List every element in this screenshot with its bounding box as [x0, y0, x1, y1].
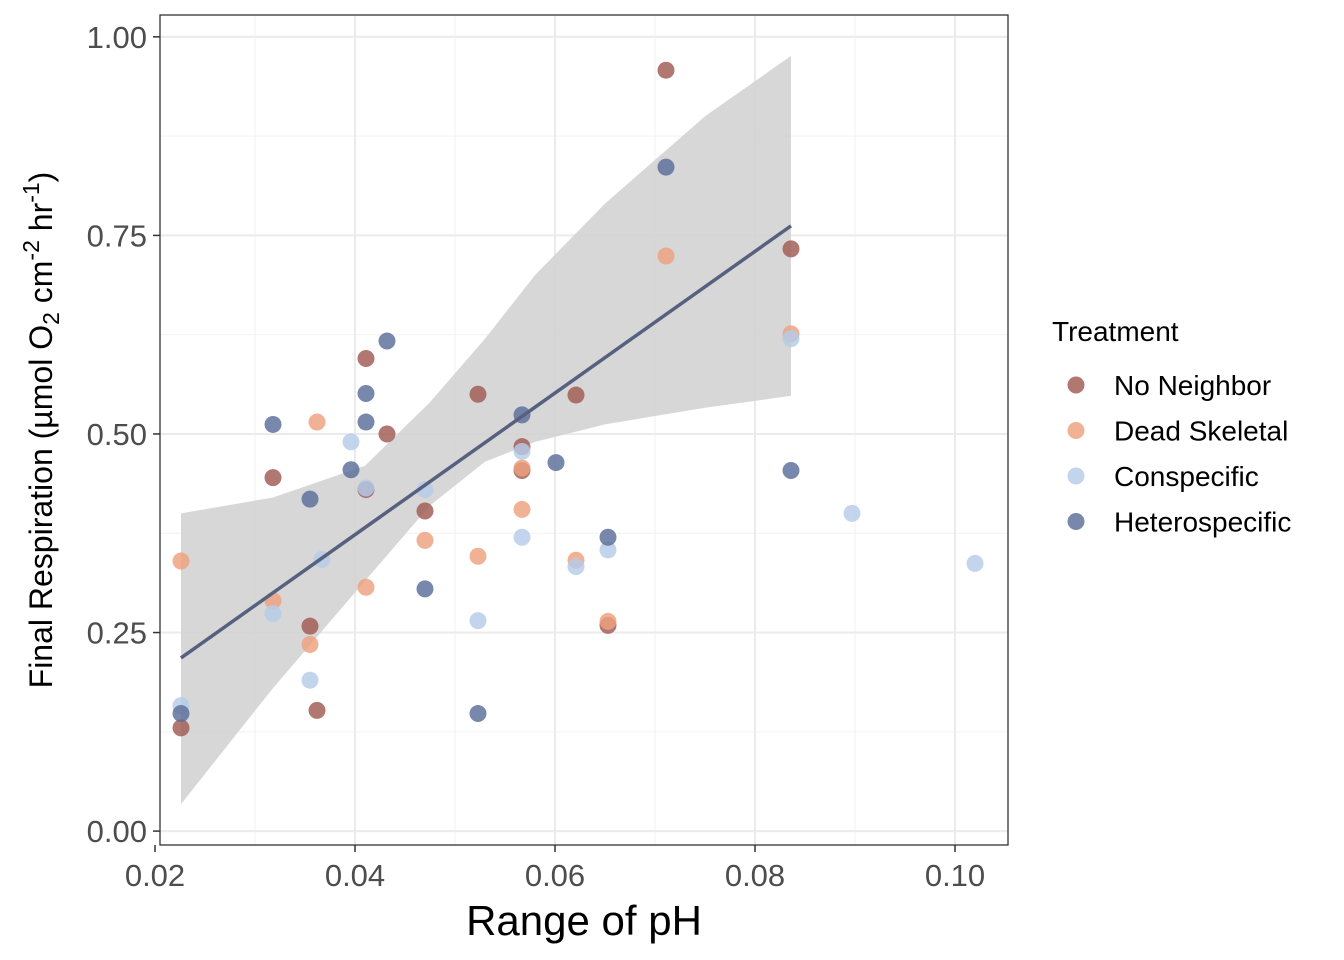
- legend-key-dead-skeletal: [1067, 422, 1085, 439]
- data-point-no-neighbor: [416, 502, 434, 520]
- data-point-heterospecific: [416, 580, 434, 598]
- data-point-heterospecific: [172, 705, 190, 723]
- data-point-dead-skeletal: [513, 500, 531, 518]
- x-axis-title: Range of pH: [466, 897, 702, 944]
- legend-key-conspecific: [1067, 467, 1085, 485]
- data-point-conspecific: [513, 528, 531, 546]
- legend-items: No Neighbor Dead Skeletal Conspecific Heter…: [1067, 370, 1291, 538]
- data-point-dead-skeletal: [416, 531, 434, 549]
- data-point-dead-skeletal: [357, 578, 375, 596]
- y-axis-title-prefix: Final Respiration (µmol O: [23, 325, 59, 688]
- data-point-no-neighbor: [378, 425, 396, 443]
- points-layer: [172, 61, 984, 737]
- data-point-heterospecific: [342, 461, 360, 479]
- data-point-conspecific: [513, 442, 531, 460]
- data-point-conspecific: [966, 554, 984, 572]
- data-point-conspecific: [357, 479, 375, 497]
- data-point-heterospecific: [378, 332, 396, 350]
- confidence-band: [181, 55, 791, 805]
- data-point-heterospecific: [599, 528, 617, 546]
- legend-key-no-neighbor: [1067, 376, 1085, 394]
- data-point-no-neighbor: [782, 240, 800, 258]
- y-tick-label: 0.50: [87, 417, 147, 452]
- y-axis-title-superscript1: -2: [18, 240, 44, 260]
- data-point-conspecific: [342, 433, 360, 451]
- x-tick-label: 0.10: [925, 858, 985, 893]
- data-point-dead-skeletal: [308, 413, 326, 431]
- confidence-band-layer: [181, 55, 791, 805]
- data-point-conspecific: [301, 671, 319, 689]
- data-point-no-neighbor: [357, 350, 375, 368]
- y-axis-title-superscript2: -1: [18, 182, 44, 202]
- data-point-conspecific: [264, 604, 282, 622]
- data-point-dead-skeletal: [657, 247, 675, 265]
- data-point-no-neighbor: [308, 701, 326, 719]
- data-point-no-neighbor: [567, 386, 585, 404]
- data-point-conspecific: [843, 504, 861, 522]
- legend-title: Treatment: [1052, 316, 1179, 347]
- data-point-heterospecific: [357, 384, 375, 402]
- legend-label-conspecific: Conspecific: [1114, 461, 1259, 492]
- x-tick-label: 0.08: [725, 858, 785, 893]
- x-tick-label: 0.04: [325, 858, 385, 893]
- legend-label-dead-skeletal: Dead Skeletal: [1114, 416, 1288, 447]
- data-point-conspecific: [782, 330, 800, 348]
- y-axis-title-suffix: ): [23, 172, 59, 183]
- data-point-no-neighbor: [657, 61, 675, 79]
- legend: Treatment No Neighbor Dead Skeletal Conspe…: [1052, 316, 1291, 538]
- data-point-no-neighbor: [172, 719, 190, 737]
- data-point-dead-skeletal: [513, 459, 531, 477]
- y-axis-ticks: 0.00 0.25 0.50 0.75 1.00: [87, 20, 160, 849]
- data-point-heterospecific: [469, 705, 487, 723]
- data-point-conspecific: [469, 612, 487, 630]
- legend-label-heterospecific: Heterospecific: [1114, 507, 1291, 538]
- y-tick-label: 0.75: [87, 218, 147, 253]
- data-point-dead-skeletal: [469, 547, 487, 565]
- y-axis-title: Final Respiration (µmol O2 cm-2 hr-1): [18, 172, 64, 689]
- data-point-heterospecific: [301, 490, 319, 508]
- data-point-dead-skeletal: [172, 552, 190, 570]
- data-point-heterospecific: [657, 158, 675, 176]
- y-tick-label: 0.00: [87, 814, 147, 849]
- fit-line-layer: [179, 224, 793, 660]
- data-point-dead-skeletal: [301, 635, 319, 653]
- data-point-dead-skeletal: [599, 612, 617, 630]
- legend-key-heterospecific: [1067, 513, 1085, 530]
- y-axis-title-subscript: 2: [38, 312, 64, 325]
- y-tick-label: 1.00: [87, 20, 147, 55]
- data-point-no-neighbor: [469, 385, 487, 403]
- x-tick-label: 0.06: [525, 858, 585, 893]
- data-point-conspecific: [416, 481, 434, 499]
- legend-label-no-neighbor: No Neighbor: [1114, 370, 1271, 401]
- x-tick-label: 0.02: [125, 858, 185, 893]
- data-point-heterospecific: [547, 454, 565, 472]
- x-axis-ticks: 0.02 0.04 0.06 0.08 0.10: [125, 845, 985, 893]
- data-point-heterospecific: [264, 415, 282, 433]
- data-point-no-neighbor: [301, 617, 319, 635]
- data-point-heterospecific: [357, 413, 375, 431]
- data-point-conspecific: [599, 541, 617, 559]
- data-point-conspecific: [567, 558, 585, 576]
- data-point-heterospecific: [782, 462, 800, 480]
- panel-border: [159, 14, 1009, 846]
- y-tick-label: 0.25: [87, 616, 147, 651]
- y-axis-title-mid2: hr: [23, 202, 59, 240]
- data-point-no-neighbor: [264, 469, 282, 487]
- regression-line: [179, 224, 793, 660]
- y-axis-title-mid1: cm: [23, 261, 59, 313]
